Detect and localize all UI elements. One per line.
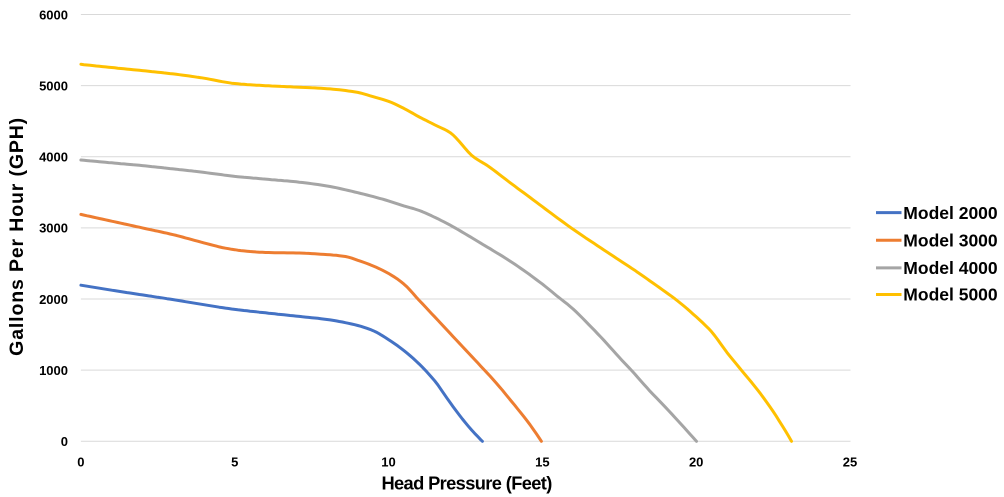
svg-text:1000: 1000: [39, 363, 68, 378]
svg-text:Gallons Per Hour (GPH): Gallons Per Hour (GPH): [6, 117, 28, 356]
svg-text:6000: 6000: [39, 7, 68, 22]
svg-text:0: 0: [61, 434, 68, 449]
svg-text:Model 2000: Model 2000: [903, 203, 998, 223]
svg-text:15: 15: [535, 455, 549, 470]
svg-text:20: 20: [689, 455, 703, 470]
svg-text:5: 5: [231, 455, 238, 470]
svg-text:3000: 3000: [39, 221, 68, 236]
svg-text:5000: 5000: [39, 78, 68, 93]
svg-text:2000: 2000: [39, 292, 68, 307]
svg-text:Model 5000: Model 5000: [903, 285, 998, 305]
svg-text:Model 4000: Model 4000: [903, 258, 998, 278]
svg-text:10: 10: [381, 455, 395, 470]
svg-text:Model 3000: Model 3000: [903, 230, 998, 250]
svg-text:0: 0: [77, 455, 84, 470]
svg-text:25: 25: [843, 455, 857, 470]
svg-text:4000: 4000: [39, 150, 68, 165]
svg-text:Head Pressure (Feet): Head Pressure (Feet): [381, 473, 552, 494]
